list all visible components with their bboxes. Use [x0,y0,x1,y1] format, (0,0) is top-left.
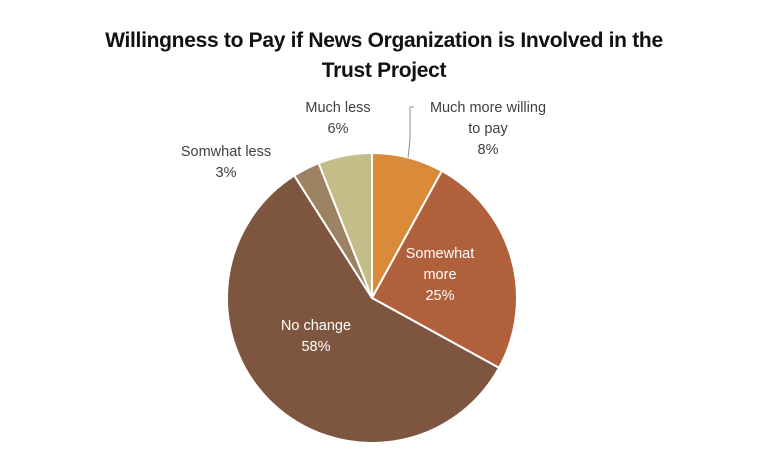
pie-value-label-somewhat-more: 25% [425,288,454,304]
chart-title-line-2: Trust Project [321,59,447,82]
pie-value-label-much-more-willing-to-pay: 8% [478,142,499,158]
pie-category-label-somewhat-more: more [423,267,456,283]
pie-label-somewhat-more: Somewhat more 25% [406,246,475,304]
pie-value-label-no-change: 58% [301,339,330,355]
leader-line-much-more-willing-to-pay [407,106,414,158]
pie-value-label-much-less: 6% [328,121,349,137]
pie-category-label-no-change: No change [281,318,351,334]
pie-category-label-much-less: Much less [305,100,370,116]
leader-lines [407,106,414,158]
pie-category-label-somwhat-less: Somwhat less [181,144,271,160]
pie-slice-somewhat-more [371,169,518,369]
pie-category-label-much-more-willing-to-pay: Much more willing [430,100,546,116]
pie-value-label-somwhat-less: 3% [216,165,237,181]
pie-label-much-more-willing-to-pay: Much more willing to pay 8% [430,100,546,158]
pie-slice-much-less [317,152,373,299]
pie-category-label-much-more-willing-to-pay: to pay [468,121,508,137]
chart-title: Willingness to Pay if News Organization … [0,26,768,86]
pie-label-no-change: No change 58% [281,318,351,355]
pie-slice-no-change [226,174,501,444]
pie-slices [226,152,518,444]
pie-labels: Much more willing to pay 8% Somewhat more 25%… [181,100,546,355]
pie-label-somwhat-less: Somwhat less 3% [181,144,271,181]
chart-title-line-1: Willingness to Pay if News Organization … [105,29,663,52]
pie-label-much-less: Much less 6% [305,100,370,137]
pie-category-label-somewhat-more: Somewhat [406,246,475,262]
